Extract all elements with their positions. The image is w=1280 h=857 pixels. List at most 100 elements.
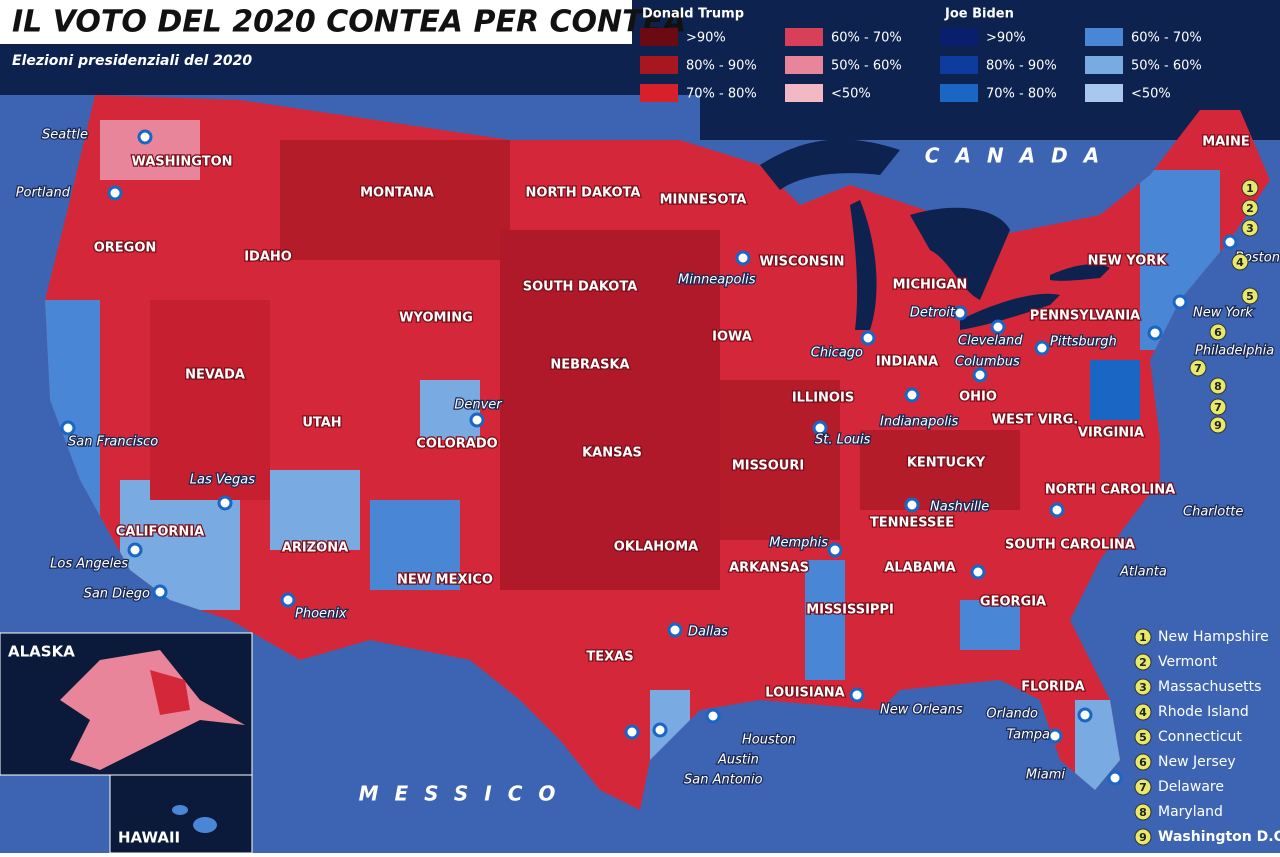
legend-label: 70% - 80%: [986, 87, 1057, 102]
state-label: ARIZONA: [282, 541, 348, 556]
city-marker: [107, 185, 123, 201]
legend-swatch: [940, 56, 978, 74]
city-label: Minneapolis: [678, 273, 756, 288]
region: [420, 380, 480, 440]
city-label: Atlanta: [1119, 565, 1167, 580]
city-marker: [705, 708, 721, 724]
city-label: Columbus: [955, 355, 1020, 370]
region: [500, 230, 720, 590]
city-label: Indianapolis: [880, 415, 959, 430]
city-marker: [860, 330, 876, 346]
city-marker: [1047, 728, 1063, 744]
city-label: Detroit: [910, 306, 956, 321]
city-marker: [970, 564, 986, 580]
state-label: KENTUCKY: [907, 456, 986, 471]
city-marker: [652, 722, 668, 738]
legend-swatch: [940, 84, 978, 102]
legend-title: Joe Biden: [944, 7, 1014, 22]
legend-swatch: [785, 28, 823, 46]
state-label: UTAH: [302, 416, 341, 431]
labels: Donald Trump >90% 80% - 90% 70% - 80% 60% - …: [8, 7, 1280, 847]
state-label: NEW MEXICO: [397, 573, 493, 588]
legend-label: <50%: [831, 87, 871, 102]
city-label: Phoenix: [295, 607, 347, 622]
key-number: 8: [1139, 806, 1147, 819]
region: [150, 300, 270, 500]
city-marker: [1147, 325, 1163, 341]
state-label: GEORGIA: [980, 595, 1046, 610]
key-number: 7: [1139, 781, 1147, 794]
city-label: Seattle: [42, 128, 88, 143]
state-label: LOUISIANA: [765, 686, 844, 701]
key-badge: [1134, 778, 1152, 796]
state-label: MICHIGAN: [893, 278, 968, 293]
key-number: 5: [1139, 731, 1147, 744]
key-number: 3: [1139, 681, 1147, 694]
key-label: Vermont: [1158, 654, 1218, 670]
key-badge: [1134, 678, 1152, 696]
key-badge: [1134, 653, 1152, 671]
state-label: TENNESSEE: [870, 516, 954, 531]
city-label: Los Angeles: [50, 557, 128, 572]
key-number: 6: [1139, 756, 1147, 769]
state-label: INDIANA: [876, 355, 938, 370]
state-label: TEXAS: [586, 650, 633, 665]
city-marker: [1034, 340, 1050, 356]
key-label: Massachusetts: [1158, 679, 1261, 695]
region: [280, 140, 510, 260]
city-label: San Diego: [84, 587, 150, 602]
key-badge: [1134, 803, 1152, 821]
city-marker: [904, 387, 920, 403]
state-label: WISCONSIN: [759, 255, 844, 270]
city-marker: [1172, 294, 1188, 310]
state-label: NORTH CAROLINA: [1045, 483, 1175, 498]
key-label: Maryland: [1158, 804, 1223, 820]
key-label: New Hampshire: [1158, 629, 1269, 645]
city-label: Miami: [1026, 768, 1065, 783]
state-label: IOWA: [712, 330, 752, 345]
state-badge: [1231, 253, 1249, 271]
city-marker: [280, 592, 296, 608]
legend-swatch: [640, 28, 678, 46]
hawaii-island: [172, 805, 188, 815]
city-marker: [152, 584, 168, 600]
region: [100, 120, 200, 180]
lake-superior: [760, 139, 900, 190]
legend-swatch: [1085, 28, 1123, 46]
city-marker: [1077, 707, 1093, 723]
legend-swatch: [940, 28, 978, 46]
state-label: FLORIDA: [1021, 680, 1084, 695]
state-label: OREGON: [94, 241, 157, 256]
city-marker: [137, 129, 153, 145]
key-label: Washington D.C.: [1158, 829, 1280, 845]
city-marker: [990, 319, 1006, 335]
region: [270, 470, 360, 550]
city-label: Cleveland: [958, 334, 1023, 349]
badge-number: 6: [1214, 326, 1222, 339]
state-label: MISSISSIPPI: [806, 603, 894, 618]
region: [720, 380, 840, 540]
state-badge: [1209, 398, 1227, 416]
legend-swatch: [785, 84, 823, 102]
state-label: VIRGINIA: [1078, 426, 1144, 441]
city-label: St. Louis: [815, 433, 871, 448]
state-badge: [1189, 359, 1207, 377]
key-label: Delaware: [1158, 779, 1224, 795]
state-label: ILLINOIS: [792, 391, 854, 406]
inset-label: ALASKA: [8, 643, 75, 661]
key-number: 9: [1139, 831, 1147, 844]
city-label: San Antonio: [684, 773, 763, 788]
city-label: Orlando: [986, 707, 1038, 722]
city-label: New Orleans: [880, 703, 963, 718]
city-marker: [624, 724, 640, 740]
city-marker: [849, 687, 865, 703]
city-label: Philadelphia: [1195, 344, 1274, 359]
city-marker: [827, 542, 843, 558]
state-label: WEST VIRG.: [992, 413, 1079, 428]
region: [1090, 360, 1140, 420]
state-label: WASHINGTON: [131, 155, 232, 170]
badge-number: 1: [1246, 182, 1254, 195]
state-label: MISSOURI: [732, 459, 804, 474]
state-badge: [1209, 416, 1227, 434]
